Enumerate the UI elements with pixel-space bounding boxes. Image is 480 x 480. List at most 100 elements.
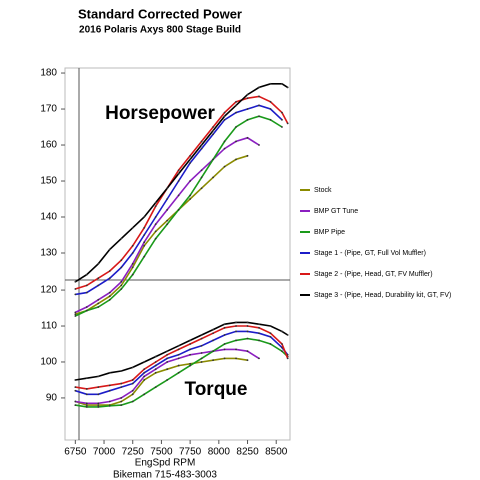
legend-label: BMP GT Tune [314,208,358,215]
series-line [75,325,289,390]
point [166,379,169,381]
point [269,335,272,338]
point [269,332,272,335]
point [108,384,111,387]
point [131,226,134,229]
point [223,118,226,121]
point [120,370,123,372]
point [286,122,289,125]
point [108,277,111,280]
point [235,357,237,360]
series-line [75,337,289,408]
point [246,337,249,340]
point [97,262,100,265]
point [108,389,111,392]
point [281,118,283,121]
point [235,158,237,161]
point [154,205,157,208]
point [85,402,88,405]
point [154,237,157,240]
point [120,259,123,262]
point [246,154,249,157]
point [212,133,214,136]
point [74,404,77,407]
point [154,216,157,218]
point [166,198,169,200]
point [97,393,100,396]
point [286,334,289,336]
point [281,343,283,345]
point [108,404,111,407]
point [258,326,260,329]
point [281,82,283,85]
point [108,291,111,294]
point [120,237,123,240]
point [177,172,180,175]
point [131,400,134,403]
point [235,126,237,128]
y-tick-label: 130 [40,248,57,259]
point [200,140,203,143]
point [235,348,237,351]
point [120,288,123,290]
legend-label: Stage 3 - (Pipe, Head, Durability kit, G… [314,292,451,299]
point [166,368,169,371]
legend-label: Stock [314,187,332,194]
series-line [75,357,248,406]
point [223,348,226,351]
note: Bikeman 715-483-3003 [113,470,217,480]
x-tick-label: 7000 [93,447,116,458]
point [223,323,226,326]
point [154,371,157,374]
legend-label: Stage 1 - (Pipe, GT, Full Vol Muffler) [314,250,426,257]
point [97,402,100,405]
point [223,165,226,168]
torque-annotation: Torque [185,379,248,400]
series-line [75,321,289,381]
x-tick-label: 8000 [208,447,231,458]
point [131,273,134,276]
point [200,144,203,146]
point [223,140,226,143]
point [120,284,123,287]
point [85,377,88,380]
point [177,353,180,356]
point [166,357,169,360]
point [143,244,146,247]
point [85,273,88,276]
point [223,111,226,114]
point [177,344,180,347]
point [269,82,272,85]
point [258,357,260,360]
point [189,180,192,182]
point [85,388,88,390]
point [258,86,260,89]
point [223,326,226,329]
point [281,330,283,333]
point [212,129,214,132]
point [154,223,157,226]
point [85,309,88,312]
point [200,169,203,172]
y-tick-label: 150 [40,176,57,187]
point [143,393,146,396]
point [269,100,272,103]
point [97,284,100,287]
x-tick-label: 7250 [122,447,145,458]
x-tick-label: 6750 [64,447,87,458]
point [235,321,237,324]
point [97,375,100,378]
point [154,386,157,389]
point [281,126,283,128]
point [258,95,260,98]
point [258,332,260,335]
point [235,111,237,114]
point [177,371,180,374]
point [200,187,203,190]
x-axis-label: EngSpd RPM [135,458,196,469]
point [189,348,192,351]
point [131,393,134,396]
point [269,325,272,327]
hp-annotation: Horsepower [105,103,215,124]
point [212,328,214,331]
